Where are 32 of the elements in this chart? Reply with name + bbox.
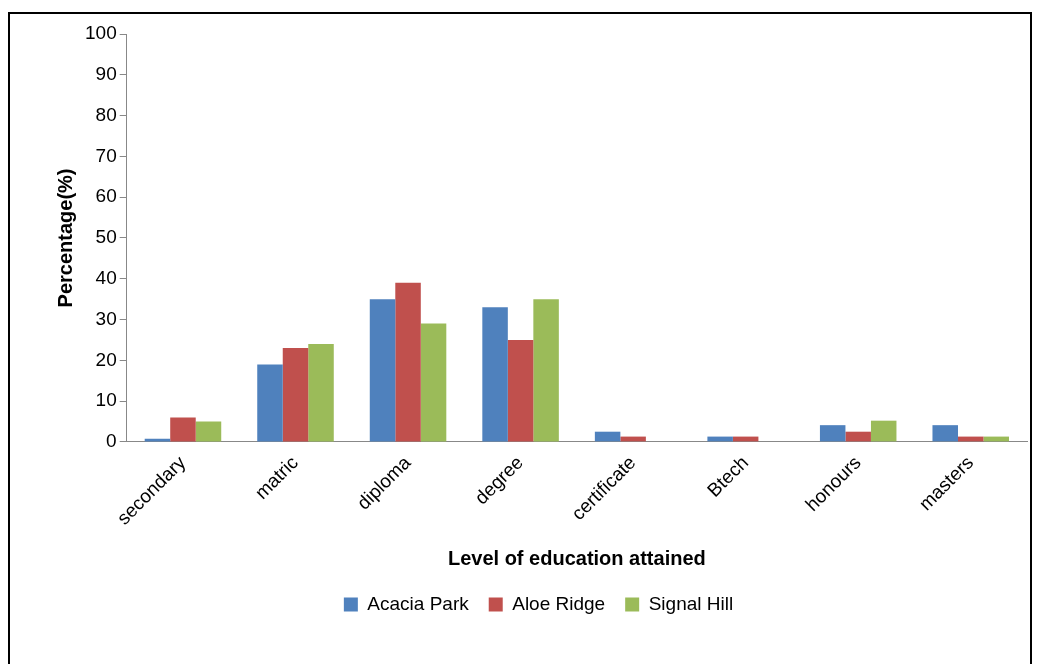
y-tick-label: 70 — [95, 144, 117, 166]
bar — [482, 307, 508, 442]
y-axis-title: Percentage(%) — [53, 168, 76, 308]
y-tick-label: 10 — [95, 389, 117, 411]
y-tick-label: 90 — [95, 63, 117, 85]
bar — [308, 344, 334, 442]
bar — [195, 421, 222, 442]
y-tick-label: 100 — [85, 22, 117, 44]
bar — [533, 299, 559, 442]
bar — [395, 282, 421, 442]
bar — [282, 348, 309, 442]
bar — [507, 339, 534, 442]
bar — [845, 431, 871, 442]
y-tick-label: 60 — [95, 185, 117, 207]
y-tick-label: 0 — [106, 430, 117, 452]
y-tick-label: 30 — [95, 307, 117, 329]
bar — [594, 431, 621, 442]
bar — [420, 323, 447, 442]
y-tick-label: 50 — [95, 226, 117, 248]
bar — [870, 420, 897, 442]
bar — [257, 364, 283, 442]
y-tick-label: 40 — [95, 266, 117, 288]
y-tick-label: 80 — [95, 103, 117, 125]
legend-label: Aloe Ridge — [512, 592, 606, 614]
x-axis-title: Level of education attained — [447, 546, 706, 569]
bar — [819, 425, 846, 442]
bar — [369, 299, 396, 442]
bar — [932, 425, 958, 442]
legend-label: Signal Hill — [648, 592, 734, 614]
legend-label: Acacia Park — [367, 592, 470, 614]
y-tick-label: 20 — [95, 348, 117, 370]
bar — [170, 417, 196, 442]
